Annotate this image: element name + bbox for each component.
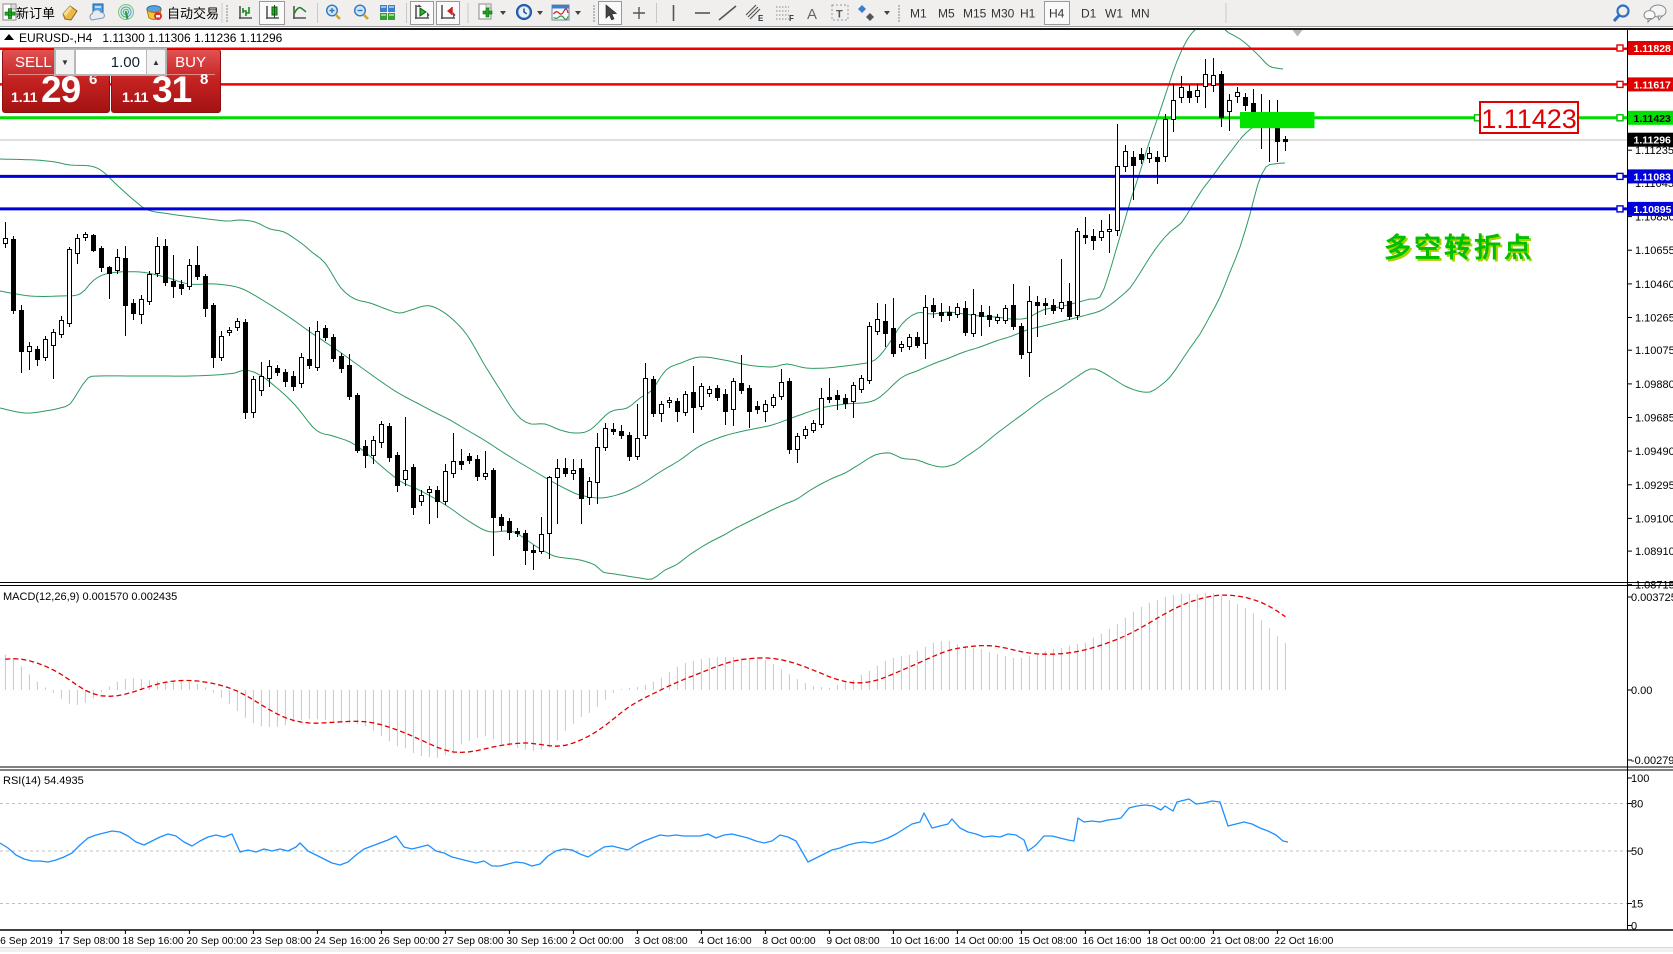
svg-text:24 Sep 16:00: 24 Sep 16:00 <box>314 936 376 947</box>
svg-text:EURUSD-,H4 1.11300 1.11306 1: EURUSD-,H4 1.11300 1.11306 1.11236 1.112… <box>19 31 283 45</box>
svg-text:1.11235: 1.11235 <box>1635 145 1673 157</box>
svg-text:1.10075: 1.10075 <box>1635 345 1673 357</box>
svg-text:18 Oct 00:00: 18 Oct 00:00 <box>1146 936 1205 947</box>
svg-text:9 Oct 08:00: 9 Oct 08:00 <box>826 936 880 947</box>
svg-text:1.11296: 1.11296 <box>1634 135 1672 147</box>
svg-text:自动交易: 自动交易 <box>167 6 219 21</box>
svg-text:50: 50 <box>1631 846 1643 858</box>
svg-text:M15: M15 <box>963 7 987 21</box>
svg-text:20 Sep 00:00: 20 Sep 00:00 <box>186 936 248 947</box>
svg-text:0.003725: 0.003725 <box>1631 592 1673 604</box>
svg-text:M30: M30 <box>991 7 1015 21</box>
svg-text:8 Oct 00:00: 8 Oct 00:00 <box>762 936 816 947</box>
svg-text:D1: D1 <box>1081 7 1097 21</box>
svg-text:1.09295: 1.09295 <box>1635 480 1673 492</box>
svg-text:E: E <box>758 14 764 23</box>
svg-text:1.09685: 1.09685 <box>1635 413 1673 425</box>
svg-text:-0.002794: -0.002794 <box>1631 755 1673 767</box>
svg-text:1.10895: 1.10895 <box>1634 204 1672 216</box>
svg-text:15 Oct 08:00: 15 Oct 08:00 <box>1018 936 1077 947</box>
svg-text:1.08910: 1.08910 <box>1635 546 1673 558</box>
svg-text:23 Sep 08:00: 23 Sep 08:00 <box>250 936 312 947</box>
svg-text:1.11083: 1.11083 <box>1634 171 1672 183</box>
svg-text:A: A <box>807 6 817 23</box>
svg-text:26 Sep 00:00: 26 Sep 00:00 <box>378 936 440 947</box>
svg-text:1.11423: 1.11423 <box>1634 113 1672 125</box>
svg-text:M1: M1 <box>910 7 927 21</box>
svg-text:H4: H4 <box>1049 7 1065 21</box>
svg-text:18 Sep 16:00: 18 Sep 16:00 <box>122 936 184 947</box>
svg-text:H1: H1 <box>1020 7 1036 21</box>
svg-text:30 Sep 16:00: 30 Sep 16:00 <box>506 936 568 947</box>
svg-text:MN: MN <box>1131 7 1150 21</box>
svg-text:10 Oct 16:00: 10 Oct 16:00 <box>890 936 949 947</box>
svg-text:1.08715: 1.08715 <box>1635 580 1673 592</box>
svg-text:15: 15 <box>1631 899 1643 911</box>
svg-text:16 Sep 2019: 16 Sep 2019 <box>0 936 53 947</box>
svg-text:RSI(14) 54.4935: RSI(14) 54.4935 <box>3 775 84 787</box>
svg-text:M5: M5 <box>938 7 955 21</box>
svg-text:1.11828: 1.11828 <box>1634 43 1672 55</box>
svg-text:MACD(12,26,9) 0.001570 0.00243: MACD(12,26,9) 0.001570 0.002435 <box>3 591 177 603</box>
svg-text:21 Oct 08:00: 21 Oct 08:00 <box>1210 936 1269 947</box>
svg-text:新订单: 新订单 <box>16 6 55 21</box>
svg-text:17 Sep 08:00: 17 Sep 08:00 <box>58 936 120 947</box>
svg-text:2 Oct 00:00: 2 Oct 00:00 <box>570 936 624 947</box>
svg-text:1.09490: 1.09490 <box>1635 446 1673 458</box>
svg-text:3 Oct 08:00: 3 Oct 08:00 <box>634 936 688 947</box>
svg-text:1.10265: 1.10265 <box>1635 313 1673 325</box>
svg-text:F: F <box>789 14 794 23</box>
svg-text:1.09880: 1.09880 <box>1635 379 1673 391</box>
svg-text:27 Sep 08:00: 27 Sep 08:00 <box>442 936 504 947</box>
svg-text:1.10460: 1.10460 <box>1635 279 1673 291</box>
svg-text:1.09100: 1.09100 <box>1635 513 1673 525</box>
svg-text:1.10655: 1.10655 <box>1635 245 1673 257</box>
svg-text:0: 0 <box>1631 921 1637 933</box>
svg-text:0.00: 0.00 <box>1631 685 1652 697</box>
svg-text:80: 80 <box>1631 799 1643 811</box>
svg-text:100: 100 <box>1631 773 1649 785</box>
svg-text:W1: W1 <box>1105 7 1123 21</box>
svg-text:14 Oct 00:00: 14 Oct 00:00 <box>954 936 1013 947</box>
svg-text:4 Oct 16:00: 4 Oct 16:00 <box>698 936 752 947</box>
svg-text:22 Oct 16:00: 22 Oct 16:00 <box>1274 936 1333 947</box>
svg-text:16 Oct 16:00: 16 Oct 16:00 <box>1082 936 1141 947</box>
svg-text:1.11617: 1.11617 <box>1634 79 1672 91</box>
svg-text:T: T <box>836 9 843 21</box>
